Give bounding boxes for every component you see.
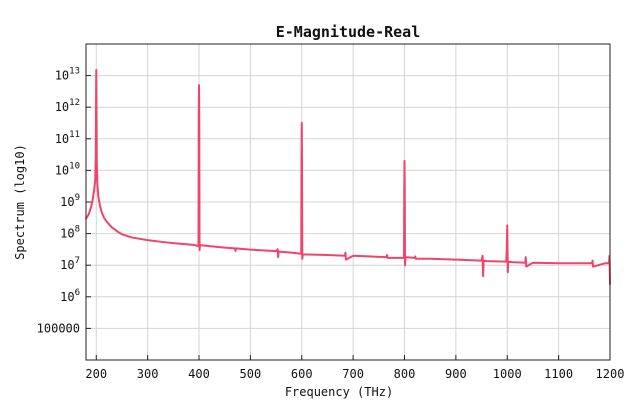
y-tick-label: 109 (60, 193, 80, 209)
y-tick-exponent: 11 (69, 130, 80, 140)
x-axis-ticks: 200 300 400 500 600 700 800 900 1000 1100 1200 (85, 355, 624, 381)
x-tick-label: 500 (240, 367, 262, 381)
x-tick-label: 900 (445, 367, 467, 381)
series-layer (85, 69, 611, 286)
x-tick-label: 400 (188, 367, 210, 381)
x-axis-label: Frequency (THz) (285, 385, 393, 399)
y-tick-label: 106 (60, 288, 80, 304)
y-tick-base: 10 (60, 290, 74, 304)
y-tick-base: 10 (55, 163, 69, 177)
y-tick-label: 1012 (55, 98, 80, 114)
x-tick-label: 600 (291, 367, 313, 381)
y-tick-exponent: 8 (75, 225, 80, 235)
y-tick-exponent: 7 (75, 256, 80, 266)
y-tick-base: 10 (60, 227, 74, 241)
y-tick-label: 107 (60, 256, 80, 272)
y-tick-base: 10 (60, 258, 74, 272)
x-tick-label: 300 (137, 367, 159, 381)
y-tick-exponent: 12 (69, 98, 80, 108)
y-tick-label: 1011 (55, 130, 80, 146)
chart-title: E-Magnitude-Real (276, 23, 421, 41)
x-tick-label: 200 (85, 367, 107, 381)
y-tick-label: 1010 (55, 161, 80, 177)
x-tick-label: 1200 (596, 367, 625, 381)
y-tick-exponent: 6 (75, 288, 80, 298)
spectrum-series-line (85, 69, 611, 286)
y-tick-label: 1013 (55, 67, 80, 83)
y-tick-base: 10 (55, 132, 69, 146)
x-tick-label: 700 (342, 367, 364, 381)
y-tick-label: 100000 (37, 321, 80, 335)
y-tick-exponent: 13 (69, 67, 80, 77)
y-tick-base: 100000 (37, 321, 80, 335)
x-tick-label: 1000 (493, 367, 522, 381)
y-tick-base: 10 (60, 195, 74, 209)
x-tick-label: 800 (394, 367, 416, 381)
y-axis-label: Spectrum (log10) (13, 144, 27, 260)
y-tick-label: 108 (60, 225, 80, 241)
y-tick-exponent: 10 (69, 161, 80, 171)
y-tick-base: 10 (55, 69, 69, 83)
x-tick-label: 1100 (544, 367, 573, 381)
y-tick-base: 10 (55, 100, 69, 114)
y-tick-exponent: 9 (75, 193, 80, 203)
